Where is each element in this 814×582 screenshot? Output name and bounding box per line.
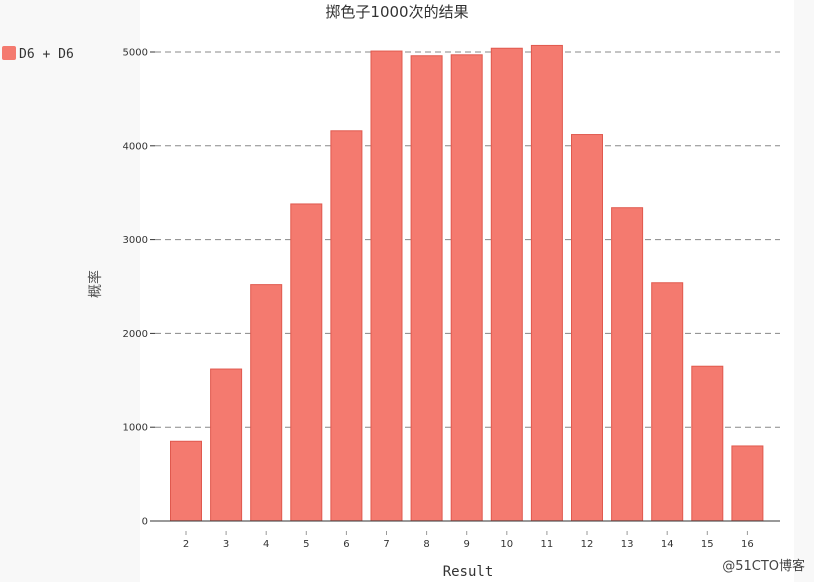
x-axis-ticks: 2 3 4 5 6 7 8 9 10 11 12 13 14 15 16 — [183, 531, 754, 550]
x-tick-label: 11 — [541, 539, 554, 550]
bars — [170, 44, 764, 522]
bar[interactable] — [250, 284, 283, 522]
x-tick-label: 13 — [621, 539, 634, 550]
y-tick-label: 5000 — [123, 48, 148, 59]
x-tick-label: 6 — [343, 539, 349, 550]
bar[interactable] — [170, 440, 202, 522]
y-tick-label: 1000 — [123, 423, 148, 434]
y-tick-label: 3000 — [123, 235, 148, 246]
x-tick-label: 8 — [423, 539, 429, 550]
bar[interactable] — [731, 445, 764, 522]
y-tick-label: 2000 — [123, 329, 148, 340]
bar[interactable] — [611, 207, 644, 522]
y-tick-label: 4000 — [123, 141, 148, 152]
bar[interactable] — [210, 368, 243, 522]
chart-title: 掷色子1000次的结果 — [325, 3, 468, 21]
bar[interactable] — [691, 365, 724, 522]
x-tick-label: 9 — [464, 539, 470, 550]
bar[interactable] — [330, 130, 363, 522]
bar[interactable] — [571, 134, 603, 522]
x-tick-label: 15 — [701, 539, 714, 550]
bar[interactable] — [370, 50, 403, 522]
x-axis-title: Result — [443, 564, 494, 580]
y-axis-ticks: 0 1000 2000 3000 4000 5000 — [123, 48, 155, 528]
x-tick-label: 16 — [741, 539, 754, 550]
bar[interactable] — [410, 55, 443, 522]
y-axis-title: 概率 — [87, 270, 104, 298]
x-tick-label: 4 — [263, 539, 269, 550]
bar[interactable] — [530, 44, 563, 522]
legend-swatch — [2, 46, 16, 60]
x-tick-label: 5 — [303, 539, 309, 550]
x-tick-label: 12 — [581, 539, 594, 550]
x-tick-label: 10 — [500, 539, 513, 550]
y-tick-label: 0 — [142, 517, 148, 528]
x-tick-label: 2 — [183, 539, 189, 550]
x-tick-label: 14 — [661, 539, 674, 550]
x-tick-label: 3 — [223, 539, 229, 550]
bar[interactable] — [290, 203, 323, 522]
watermark: @51CTO博客 — [722, 558, 805, 574]
bar[interactable] — [450, 54, 483, 522]
x-tick-label: 7 — [383, 539, 389, 550]
bar[interactable] — [490, 47, 523, 522]
legend-label[interactable]: D6 + D6 — [19, 47, 74, 62]
bar[interactable] — [651, 282, 684, 522]
